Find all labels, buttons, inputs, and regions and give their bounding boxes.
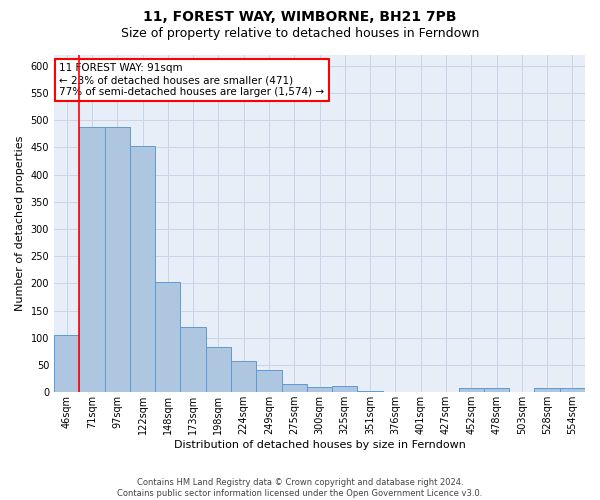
Text: Contains HM Land Registry data © Crown copyright and database right 2024.
Contai: Contains HM Land Registry data © Crown c… (118, 478, 482, 498)
Bar (484, 388, 509, 392)
Bar (231, 361, 256, 392)
Bar (332, 386, 358, 392)
Bar (130, 146, 155, 392)
Bar (281, 384, 307, 392)
Bar (458, 388, 484, 392)
Text: Size of property relative to detached houses in Ferndown: Size of property relative to detached ho… (121, 28, 479, 40)
X-axis label: Distribution of detached houses by size in Ferndown: Distribution of detached houses by size … (173, 440, 466, 450)
Bar (307, 386, 332, 392)
Bar (535, 388, 560, 392)
Bar (104, 128, 130, 392)
Text: 11, FOREST WAY, WIMBORNE, BH21 7PB: 11, FOREST WAY, WIMBORNE, BH21 7PB (143, 10, 457, 24)
Bar (256, 370, 281, 392)
Text: 11 FOREST WAY: 91sqm
← 23% of detached houses are smaller (471)
77% of semi-deta: 11 FOREST WAY: 91sqm ← 23% of detached h… (59, 64, 325, 96)
Bar (560, 388, 585, 392)
Bar (79, 128, 104, 392)
Bar (155, 282, 181, 392)
Bar (54, 335, 79, 392)
Bar (206, 347, 231, 392)
Bar (181, 327, 206, 392)
Bar (358, 391, 383, 392)
Y-axis label: Number of detached properties: Number of detached properties (15, 136, 25, 312)
